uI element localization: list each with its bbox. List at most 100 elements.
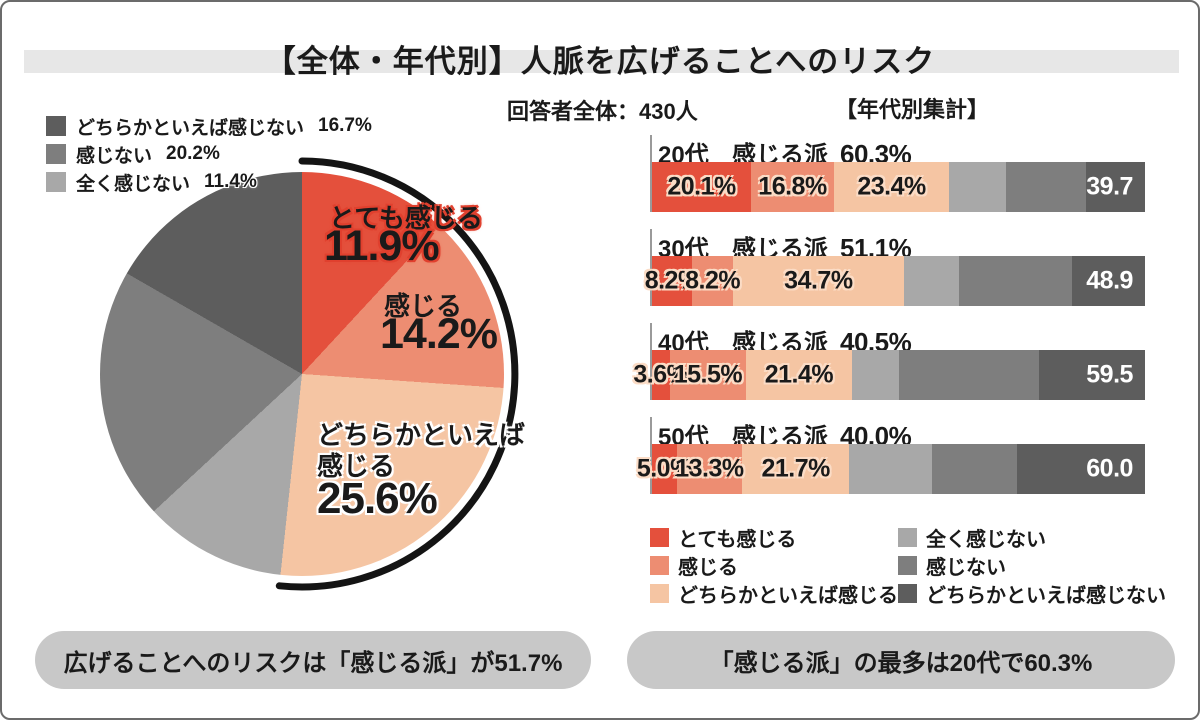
legend-label: 全く感じない (76, 173, 191, 195)
pie-value-kanjiru: 14.2% (380, 310, 498, 358)
bottom-legend-item: 全く感じない (898, 523, 1166, 551)
pie-legend-item: 全く感じない 11.4% (46, 168, 372, 196)
legend-swatch (650, 555, 669, 575)
segment-value-label: 60.0 (1086, 454, 1133, 483)
bottom-legend-item: とても感じる (650, 523, 898, 551)
legend-label: どちらかといえば感じない (76, 117, 305, 139)
bar-segment: 21.7% (742, 444, 850, 494)
segment-value-label: 48.9 (1086, 266, 1133, 295)
legend-swatch (650, 527, 669, 547)
legend-swatch (898, 527, 917, 547)
bottom-legend-item: 感じる (650, 551, 898, 579)
bottom-legend-left: とても感じる 感じるどちらかといえば感じる (650, 523, 898, 607)
summary-capsule-overall: 広げることへのリスクは「感じる派」が51.7% (35, 631, 591, 689)
bottom-legend-item: どちらかといえば感じる (650, 579, 898, 607)
bar-segment: 34.7% (732, 256, 904, 306)
bar-segment (903, 256, 960, 306)
segment-value-label: 23.4% (857, 172, 926, 201)
bar-segment: 21.4% (746, 350, 852, 400)
segment-value-label: 3.6% (633, 360, 689, 389)
bar-segment (931, 444, 1017, 494)
bar-segment: 3.6% (633, 350, 689, 400)
segment-value-label: 20.1% (667, 172, 736, 201)
title-highlight-band (24, 50, 1179, 73)
bar-segment (949, 162, 1007, 212)
bar-segment: 16.8% (751, 162, 834, 212)
stacked-bar: 5.0% 13.3% 21.7% 60.0 (637, 444, 1145, 494)
segment-value-label: 5.0% (636, 454, 692, 483)
bar-segment: 5.0% (637, 444, 692, 494)
age-bar-header: 20代 感じる派 60.3% (652, 135, 1145, 169)
legend-label: どちらかといえば感じない (926, 584, 1166, 607)
segment-value-label: 16.8% (758, 172, 827, 201)
legend-value: 16.7% (318, 115, 372, 136)
pie-legend-item: どちらかといえば感じない 16.7% (46, 112, 372, 140)
legend-label: 感じない (926, 556, 1006, 579)
legend-value: 20.2% (166, 143, 220, 164)
bottom-legend-right: 全く感じない 感じないどちらかといえば感じない (898, 523, 1166, 607)
summary-capsule-age: 「感じる派」の最多は20代で60.3% (627, 631, 1175, 689)
pie-chart (100, 172, 504, 576)
bar-segment (959, 256, 1072, 306)
age-bars: 20代 感じる派 60.3% 20.1% 16.8% 23.4% 39.7 30代 感じる派 51… (633, 135, 1145, 511)
pie-label-dochira-line1: どちらかといえば (317, 420, 526, 450)
age-bar-row: 20代 感じる派 60.3% 20.1% 16.8% 23.4% 39.7 (650, 135, 1145, 212)
age-bar-row: 50代 感じる派 40.0% 5.0% 13.3% 21.7% 60.0 (637, 417, 1145, 494)
legend-swatch (46, 144, 66, 164)
bar-segment (1006, 162, 1087, 212)
legend-swatch (898, 555, 917, 575)
bar-segment: 59.5 (1039, 350, 1145, 400)
stacked-bar: 3.6% 15.5% 21.4% 59.5 (633, 350, 1145, 400)
page-title: 【全体・年代別】人脈を広げることへのリスク (264, 43, 936, 79)
bottom-legend-item: どちらかといえば感じない (898, 579, 1166, 607)
age-bar-row: 40代 感じる派 40.5% 3.6% 15.5% 21.4% 59.5 (633, 323, 1145, 400)
legend-swatch (898, 583, 917, 603)
pie-legend: どちらかといえば感じない 16.7% 感じない 20.2% 全く感じない 11.4% (46, 112, 372, 196)
segment-value-label: 8.2% (644, 266, 700, 295)
segment-value-label: 21.4% (764, 360, 834, 389)
segment-value-label: 13.3% (675, 454, 744, 483)
age-bar-row: 30代 感じる派 51.1% 8.2% 8.2% 34.7% 48.9 (645, 229, 1145, 306)
bottom-legend-item: 感じない (898, 551, 1166, 579)
pie-label-kanjiru: 感じる (384, 291, 463, 321)
bar-segment (899, 350, 1040, 400)
segment-value-label: 21.7% (761, 454, 830, 483)
segment-value-label: 8.2% (685, 266, 741, 295)
bottom-legend: とても感じる 感じるどちらかといえば感じる 全く感じない 感じないどちらかといえば感… (650, 523, 1166, 607)
bar-segment: 13.3% (675, 444, 744, 494)
age-bar-header: 50代 感じる派 40.0% (652, 417, 1145, 451)
age-bar-header: 30代 感じる派 51.1% (652, 229, 1145, 263)
legend-swatch (650, 583, 669, 603)
segment-value-label: 34.7% (784, 266, 853, 295)
segment-value-label: 39.7 (1086, 172, 1133, 201)
age-bar-header: 40代 感じる派 40.5% (652, 323, 1145, 357)
pie-label-dochira-line2: 感じる (317, 451, 396, 481)
stacked-bar: 8.2% 8.2% 34.7% 48.9 (645, 256, 1145, 306)
bar-segment: 8.2% (685, 256, 741, 306)
bar-segment (849, 444, 932, 494)
respondents-total: 回答者全体：430人 (507, 99, 698, 124)
legend-label: 感じる (678, 556, 738, 579)
bar-segment (851, 350, 900, 400)
bar-segment: 8.2% (645, 256, 700, 306)
segment-value-label: 15.5% (673, 360, 743, 389)
bar-segment: 39.7 (1086, 162, 1145, 212)
legend-label: とても感じる (678, 528, 797, 551)
bar-segment: 48.9 (1072, 256, 1145, 306)
legend-label: 全く感じない (926, 528, 1046, 551)
pie-label-dochira-kanjiru: どちらかといえば 感じる (317, 420, 525, 482)
bar-segment: 23.4% (833, 162, 950, 212)
bar-segment: 60.0 (1016, 444, 1145, 494)
legend-label: 感じない (76, 145, 153, 167)
pie-legend-item: 感じない 20.2% (46, 140, 372, 168)
pie-value-dochira-kanjiru: 25.6% (317, 474, 438, 523)
legend-label: どちらかといえば感じる (678, 584, 898, 607)
bar-segment: 20.1% (652, 162, 752, 212)
pie-label-totemo-kanjiru: とても感じる (329, 203, 483, 233)
segment-value-label: 59.5 (1086, 360, 1133, 389)
age-section-heading: 【年代別集計】 (835, 97, 990, 122)
legend-swatch (46, 172, 66, 192)
kanjiru-group-arc (275, 157, 519, 591)
pie-value-totemo-kanjiru: 11.9% (324, 222, 440, 270)
